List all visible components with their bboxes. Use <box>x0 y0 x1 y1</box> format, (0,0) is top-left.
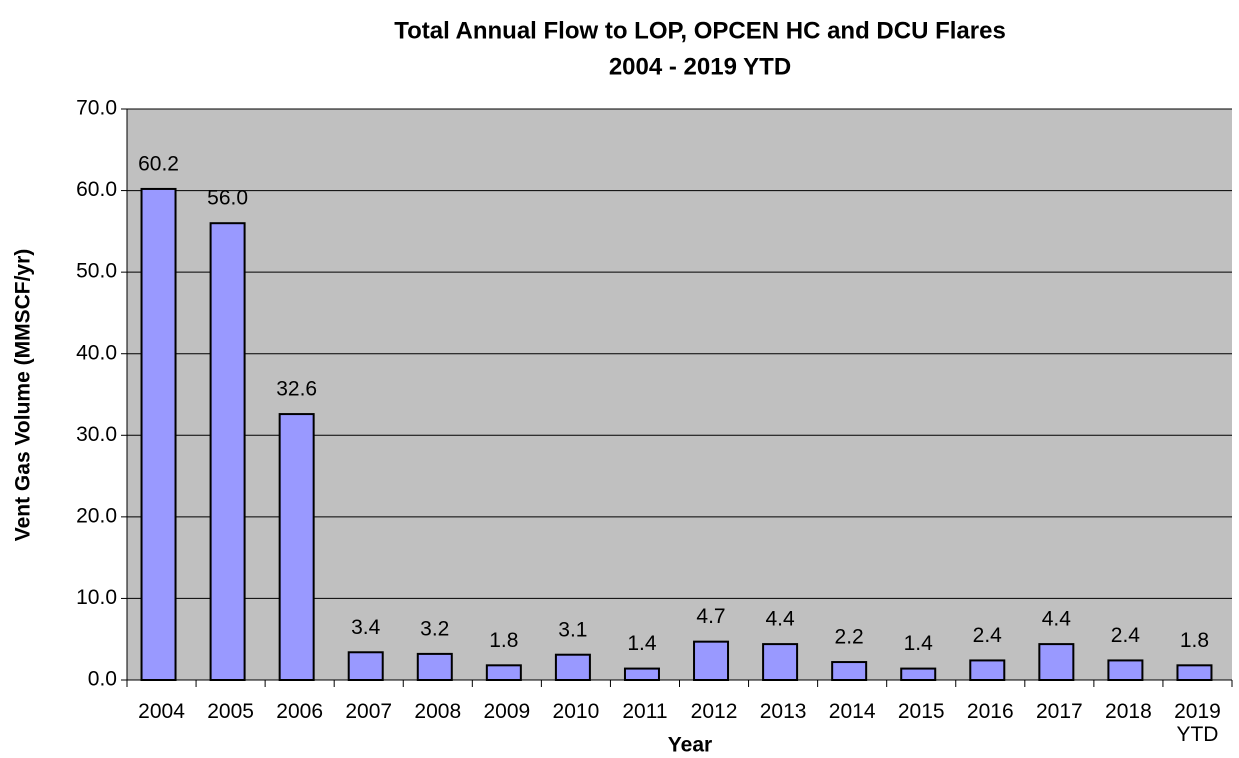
bar <box>140 187 177 681</box>
y-tick-label: 60.0 <box>76 178 117 201</box>
data-label: 1.4 <box>627 632 657 655</box>
chart-title: Total Annual Flow to LOP, OPCEN HC and D… <box>394 17 1006 44</box>
x-tick-label: 2004 <box>138 700 185 723</box>
x-tick-label: 2007 <box>345 700 393 723</box>
data-label: 4.4 <box>765 608 795 631</box>
x-tick-label: 2013 <box>759 700 807 723</box>
x-tick-label: 2008 <box>414 700 462 723</box>
x-tick-label: 2014 <box>828 700 876 723</box>
data-label: 1.8 <box>489 629 518 652</box>
data-label: 3.1 <box>558 618 587 641</box>
y-axis-label: Vent Gas Volume (MMSCF/yr) <box>12 249 35 542</box>
y-tick-label: 40.0 <box>76 341 117 364</box>
bar <box>969 659 1006 681</box>
bar <box>209 222 246 681</box>
data-label: 2.2 <box>835 626 864 649</box>
x-tick-label: 2015 <box>897 700 945 723</box>
data-label: 1.8 <box>1180 629 1209 652</box>
bar <box>1107 659 1144 681</box>
data-label: 4.4 <box>1042 608 1072 631</box>
x-tick-label: 2012 <box>690 700 738 723</box>
x-tick-label: 2009 <box>483 700 531 723</box>
x-tick-label: 2016 <box>966 700 1014 723</box>
x-tick-label: 2010 <box>552 700 600 723</box>
data-label: 1.4 <box>904 632 934 655</box>
bar <box>554 653 591 681</box>
y-tick-label: 30.0 <box>76 423 117 446</box>
data-label: 60.2 <box>138 152 179 175</box>
data-label: 4.7 <box>696 605 725 628</box>
data-label: 2.4 <box>1111 624 1141 647</box>
bar <box>831 661 868 681</box>
x-tick-label: 2011 <box>622 700 668 723</box>
y-tick-label: 50.0 <box>76 260 117 283</box>
bar <box>1176 664 1213 681</box>
bar <box>347 651 384 681</box>
bar <box>485 664 522 681</box>
y-tick-label: 70.0 <box>76 97 117 120</box>
y-tick-label: 0.0 <box>88 668 117 691</box>
x-tick-label: 2017 <box>1035 700 1083 723</box>
x-tick-label: 2019 YTD <box>1174 700 1221 746</box>
data-label: 32.6 <box>276 378 317 401</box>
bar <box>693 640 730 682</box>
data-label: 3.2 <box>420 617 449 640</box>
x-axis-label: Year <box>668 734 712 757</box>
x-tick-label: 2018 <box>1105 700 1152 723</box>
bar <box>623 667 660 682</box>
bar <box>416 652 453 682</box>
data-label: 3.4 <box>351 616 381 639</box>
y-tick-label: 10.0 <box>76 586 117 609</box>
bar <box>1038 643 1075 682</box>
bar <box>900 667 937 682</box>
bar <box>762 643 799 682</box>
data-label: 56.0 <box>207 187 248 210</box>
chart-subtitle: 2004 - 2019 YTD <box>609 53 791 80</box>
x-tick-label: 2006 <box>276 700 324 723</box>
bar <box>278 413 315 681</box>
y-tick-label: 20.0 <box>76 504 117 527</box>
data-label: 2.4 <box>973 624 1003 647</box>
x-tick-label: 2005 <box>207 700 254 723</box>
